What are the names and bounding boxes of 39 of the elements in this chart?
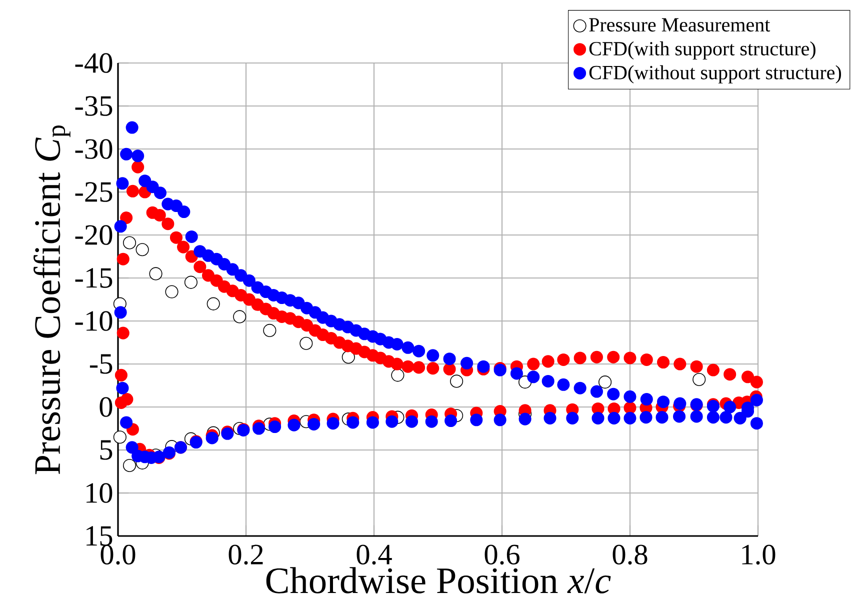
y-tick-label: -20 <box>75 225 112 245</box>
x-tick-label: 0.6 <box>484 544 520 565</box>
legend-label: CFD(with support structure) <box>589 41 816 60</box>
x-tick-label: 0.2 <box>228 544 263 565</box>
x-axis-title: Chordwise Position x/c <box>266 567 611 594</box>
point <box>136 243 149 256</box>
point <box>233 310 246 324</box>
x-tick-label: 0.8 <box>612 544 648 565</box>
x-tick-label: 0.0 <box>100 544 136 565</box>
y-tick-label: -25 <box>75 182 112 202</box>
point <box>149 267 162 280</box>
y-tick-label: 5 <box>100 440 112 460</box>
point <box>184 276 198 289</box>
y-tick-label: -40 <box>75 53 112 73</box>
legend-label: Pressure Measurement <box>589 18 770 32</box>
point <box>598 376 612 389</box>
y-tick-label: 10 <box>86 483 112 503</box>
point <box>122 236 136 250</box>
x-tick-label: 1.0 <box>742 544 776 565</box>
y-tick-label: -30 <box>75 139 112 159</box>
y-tick-label: -10 <box>75 311 112 331</box>
point <box>300 336 313 350</box>
point <box>450 374 464 388</box>
y-tick-label: -15 <box>75 268 112 288</box>
y-tick-label: 15 <box>86 526 112 546</box>
point <box>122 458 136 472</box>
point <box>113 430 126 444</box>
y-axis-title: Pressure Coefficient C$_{p}$ <box>34 126 70 474</box>
y-tick-label: -35 <box>75 96 112 116</box>
x-tick-label: 0.4 <box>356 544 392 565</box>
point <box>692 372 706 386</box>
legend-label: CFD(without support structure) <box>589 65 841 84</box>
point <box>391 368 404 382</box>
y-tick-label: 0 <box>100 397 112 417</box>
point <box>342 350 355 364</box>
point <box>206 297 220 310</box>
point <box>165 285 178 298</box>
point <box>263 324 276 337</box>
y-tick-label: -5 <box>90 354 112 374</box>
